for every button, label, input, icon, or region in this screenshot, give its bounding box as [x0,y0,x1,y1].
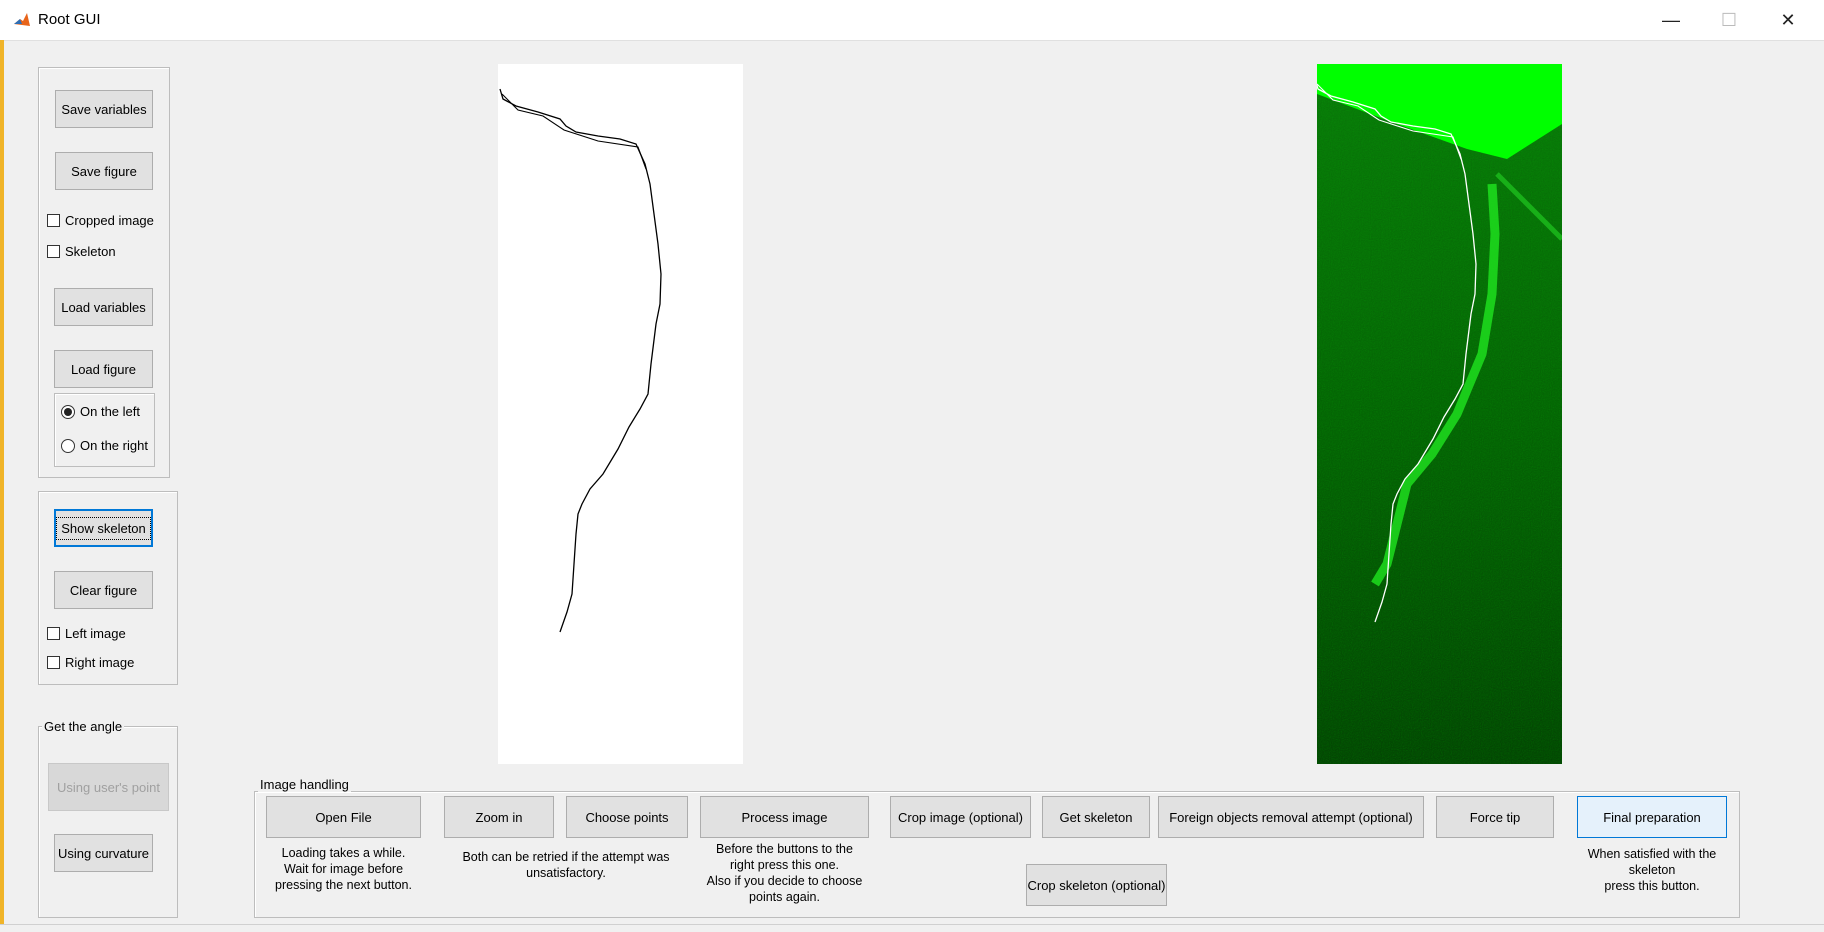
note-line: Both can be retried if the attempt was [462,850,670,864]
window-frame-left [0,40,4,931]
note-line: skeleton [1628,863,1676,877]
process-note: Before the buttons to the right press th… [690,841,879,905]
retry-note: Both can be retried if the attempt was u… [444,849,688,881]
angle-panel-title: Get the angle [42,719,125,734]
note-line: When satisfied with the [1587,847,1717,861]
radio-label: On the right [80,438,148,453]
checkbox-label: Skeleton [65,244,116,259]
show-skeleton-label: Show skeleton [56,516,151,540]
checkbox-box[interactable] [47,656,60,669]
show-skeleton-button[interactable]: Show skeleton [54,509,153,547]
skeleton-checkbox[interactable]: Skeleton [47,244,116,259]
checkbox-label: Cropped image [65,213,154,228]
open-file-button[interactable]: Open File [266,796,421,838]
checkbox-label: Right image [65,655,135,670]
force-tip-button[interactable]: Force tip [1436,796,1554,838]
root-image-axes[interactable] [1314,64,1564,764]
on-the-left-radio[interactable]: On the left [61,404,140,419]
save-figure-button[interactable]: Save figure [55,152,153,190]
save-variables-button[interactable]: Save variables [55,90,153,128]
left-image-checkbox[interactable]: Left image [47,626,126,641]
checkbox-label: Left image [65,626,126,641]
note-line: Wait for image before [283,862,404,876]
matlab-icon [13,11,31,29]
crop-image-button[interactable]: Crop image (optional) [890,796,1031,838]
right-image-checkbox[interactable]: Right image [47,655,134,670]
load-variables-button[interactable]: Load variables [54,288,153,326]
skeleton-line [499,88,662,633]
clear-figure-button[interactable]: Clear figure [54,571,153,609]
title-bar[interactable]: Root GUI — ☐ ✕ [0,0,1824,41]
radio-label: On the left [80,404,140,419]
zoom-in-button[interactable]: Zoom in [444,796,554,838]
final-note: When satisfied with the skeleton press t… [1572,846,1732,894]
foreign-objects-removal-button[interactable]: Foreign objects removal attempt (optiona… [1158,796,1424,838]
load-figure-button[interactable]: Load figure [54,350,153,388]
close-icon[interactable]: ✕ [1780,9,1796,30]
using-users-point-button[interactable]: Using user's point [48,763,169,811]
radio-selected-icon[interactable] [61,404,75,419]
note-line: unsatisfactory. [526,866,606,880]
note-line: right press this one. [729,858,840,872]
note-line: Before the buttons to the [716,842,853,856]
root-image [1314,64,1564,764]
image-handling-title: Image handling [258,777,351,792]
radio-unselected-icon[interactable] [61,438,75,453]
maximize-icon[interactable]: ☐ [1720,9,1738,30]
minimize-icon[interactable]: — [1662,9,1680,30]
crop-skeleton-button[interactable]: Crop skeleton (optional) [1026,864,1167,906]
angle-panel [38,726,178,918]
final-preparation-button[interactable]: Final preparation [1577,796,1727,838]
load-side-radio-group [54,393,155,467]
checkbox-box[interactable] [47,214,60,227]
display-panel [38,491,178,685]
using-curvature-button[interactable]: Using curvature [54,834,153,872]
open-file-note: Loading takes a while. Wait for image be… [256,845,431,893]
note-line: pressing the next button. [275,878,412,892]
get-skeleton-button[interactable]: Get skeleton [1042,796,1150,838]
image-handling-panel [254,791,1740,918]
choose-points-button[interactable]: Choose points [566,796,688,838]
skeleton-axes[interactable] [498,64,743,764]
window-bottom-edge [0,924,1824,932]
note-line: points again. [749,890,820,904]
note-line: press this button. [1604,879,1700,893]
file-panel [38,67,170,478]
checkbox-box[interactable] [47,245,60,258]
window-title: Root GUI [38,11,101,28]
on-the-right-radio[interactable]: On the right [61,438,148,453]
note-line: Loading takes a while. [281,846,406,860]
checkbox-box[interactable] [47,627,60,640]
cropped-image-checkbox[interactable]: Cropped image [47,213,154,228]
process-image-button[interactable]: Process image [700,796,869,838]
note-line: Also if you decide to choose [706,874,863,888]
